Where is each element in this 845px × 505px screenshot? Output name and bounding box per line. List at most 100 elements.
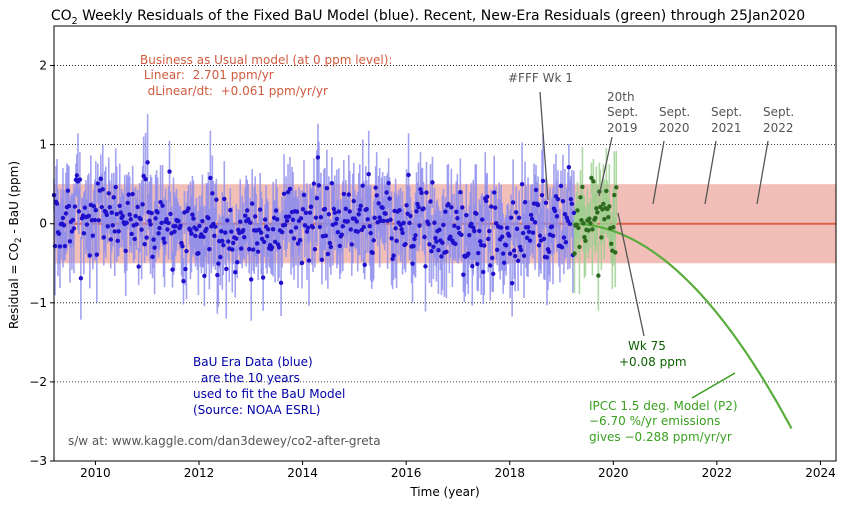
bau-point: [298, 216, 304, 221]
bau-point: [288, 229, 294, 234]
bau-point: [549, 224, 555, 229]
bau-point: [303, 210, 309, 216]
new-era-point: [595, 210, 600, 215]
bau-point: [221, 243, 226, 248]
bau-point: [510, 200, 516, 205]
bau-point: [207, 246, 212, 252]
bau-point: [455, 216, 460, 221]
bau-point: [233, 270, 238, 275]
new-era-point: [591, 179, 596, 184]
bau-point: [285, 189, 291, 195]
bau-point: [332, 210, 338, 215]
new-era-point: [578, 195, 583, 200]
bau-point: [326, 212, 332, 217]
bau-point: [412, 236, 417, 242]
bau-point: [180, 244, 185, 249]
bau-point: [87, 253, 93, 258]
bau-point: [295, 241, 301, 246]
bau-point: [220, 238, 225, 244]
bau-point: [347, 209, 352, 214]
new-era-point: [609, 241, 614, 247]
bau-point: [230, 247, 235, 252]
bau-point: [540, 178, 546, 184]
bau-point: [360, 183, 365, 188]
bau-point: [476, 250, 481, 256]
bau-point: [428, 199, 433, 204]
bau-point: [371, 238, 376, 243]
bau-point: [500, 251, 506, 256]
bau-point: [74, 173, 80, 178]
bau-point: [555, 197, 561, 202]
bau-point: [90, 233, 96, 238]
bau-point: [158, 199, 163, 205]
sept-2019-line-2: Sept.: [607, 105, 638, 119]
bau-point: [467, 232, 472, 238]
bau-point: [143, 176, 148, 182]
bau-point: [308, 204, 314, 209]
annotation-arrows: [539, 91, 769, 399]
bau-point: [113, 184, 118, 190]
bau-point: [533, 187, 539, 193]
bau-point: [200, 218, 205, 224]
bau-point: [178, 223, 183, 228]
y-tick-label: 1: [39, 138, 47, 152]
bau-point: [550, 233, 556, 239]
bau-point: [488, 263, 493, 268]
bau-point: [478, 239, 483, 244]
bau-point: [539, 192, 545, 198]
bau-point: [276, 245, 282, 250]
bau-point: [423, 264, 428, 269]
bau-point: [145, 160, 150, 165]
bau-point: [311, 181, 317, 186]
bau-point: [525, 224, 531, 230]
bau-point: [562, 211, 568, 217]
bau-point: [519, 181, 525, 187]
bau-point: [362, 262, 367, 268]
bau-point: [106, 191, 111, 196]
bau-point: [421, 206, 426, 211]
bau-point: [176, 218, 181, 224]
bau-point: [63, 211, 69, 216]
bau-point: [504, 225, 510, 230]
bau-point: [184, 248, 189, 254]
new-era-point: [581, 221, 586, 226]
bau-point: [291, 236, 297, 241]
bau-point: [520, 230, 526, 236]
x-tick-label: 2014: [287, 466, 318, 480]
bau-point: [300, 207, 306, 212]
x-tick-label: 2020: [598, 466, 629, 480]
bau-point: [491, 190, 497, 195]
bau-point: [302, 223, 308, 228]
new-era-point: [599, 235, 604, 240]
bau-point: [484, 198, 489, 204]
bau-point: [384, 190, 389, 195]
bau-point: [333, 221, 339, 226]
bau-point: [356, 212, 361, 217]
new-era-point: [574, 222, 579, 227]
sept-2020-arrow: [652, 140, 665, 205]
bau-point: [387, 196, 392, 201]
bau-point: [329, 180, 335, 186]
bau-point: [368, 230, 373, 236]
bau-point: [156, 231, 161, 236]
axes: 2010 2012 2014 2016 2018 2020 2022 2024 −3 −2 −1 0 1…: [29, 25, 837, 480]
fff-week-label: #FFF Wk 1: [508, 71, 573, 85]
bau-point: [111, 195, 116, 200]
bau-point: [472, 228, 477, 234]
bau-point: [110, 223, 115, 228]
bau-point: [235, 260, 240, 265]
bau-point: [228, 207, 233, 213]
bau-point: [157, 225, 162, 231]
bau-point: [95, 181, 101, 186]
bau-point: [293, 225, 299, 230]
bau-point: [77, 177, 83, 182]
bau-point: [440, 240, 445, 246]
sept-2022-line-2: 2022: [763, 121, 794, 135]
new-era-point: [607, 204, 612, 209]
bau-point: [123, 248, 128, 254]
bau-point: [348, 227, 353, 232]
bau-point: [219, 229, 224, 234]
bau-point: [255, 249, 261, 254]
bau-point: [485, 194, 490, 199]
bau-point: [514, 226, 520, 232]
